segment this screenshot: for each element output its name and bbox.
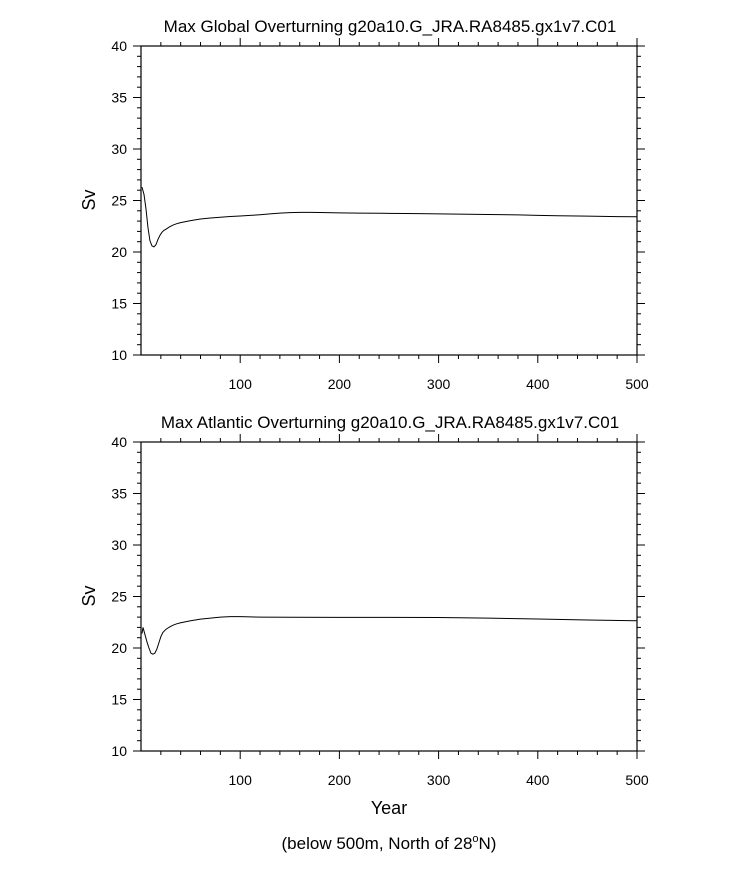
y-tick-label: 20	[111, 640, 127, 656]
x-tick-label: 500	[625, 772, 649, 788]
x-tick-label: 400	[526, 772, 550, 788]
y-axis-label: Sv	[79, 585, 99, 606]
y-tick-label: 20	[111, 244, 127, 260]
footnote-superscript: o	[472, 833, 478, 845]
x-tick-labels: 100 200 300 400 500	[229, 376, 649, 392]
footnote: (below 500m, North of 28oN)	[282, 833, 497, 853]
y-tick-labels: 10 15 20 25 30 35 40	[111, 38, 127, 363]
x-tick-labels: 100 200 300 400 500	[229, 772, 649, 788]
y-tick-label: 25	[111, 589, 127, 605]
x-tick-label: 200	[328, 376, 352, 392]
x-tick-label: 200	[328, 772, 352, 788]
x-axis-label: Year	[371, 798, 407, 818]
series-line	[141, 616, 638, 655]
y-tick-label: 40	[111, 38, 127, 54]
chart-title: Max Global Overturning g20a10.G_JRA.RA84…	[164, 17, 617, 36]
atlantic-overturning-chart: Max Atlantic Overturning g20a10.G_JRA.RA…	[79, 413, 649, 818]
y-tick-label: 35	[111, 486, 127, 502]
global-overturning-chart: Max Global Overturning g20a10.G_JRA.RA84…	[79, 17, 649, 392]
y-axis-label: Sv	[79, 189, 99, 210]
x-tick-label: 300	[427, 772, 451, 788]
y-tick-label: 30	[111, 141, 127, 157]
y-tick-label: 10	[111, 743, 127, 759]
x-tick-label: 300	[427, 376, 451, 392]
plot-frame	[140, 45, 638, 356]
y-tick-label: 15	[111, 296, 127, 312]
series-line	[141, 186, 638, 248]
plot-frame	[140, 441, 638, 752]
x-tick-label: 100	[229, 772, 253, 788]
tick-marks	[133, 38, 645, 363]
y-tick-labels: 10 15 20 25 30 35 40	[111, 434, 127, 759]
y-tick-label: 10	[111, 347, 127, 363]
y-tick-label: 30	[111, 537, 127, 553]
tick-marks	[133, 434, 645, 759]
y-tick-label: 40	[111, 434, 127, 450]
x-tick-label: 400	[526, 376, 550, 392]
x-tick-label: 500	[625, 376, 649, 392]
footnote-main: (below 500m, North of 28	[282, 834, 473, 853]
y-tick-label: 15	[111, 692, 127, 708]
chart-title: Max Atlantic Overturning g20a10.G_JRA.RA…	[161, 413, 619, 432]
y-tick-label: 35	[111, 90, 127, 106]
footnote-tail: N)	[479, 834, 497, 853]
x-tick-label: 100	[229, 376, 253, 392]
y-tick-label: 25	[111, 193, 127, 209]
